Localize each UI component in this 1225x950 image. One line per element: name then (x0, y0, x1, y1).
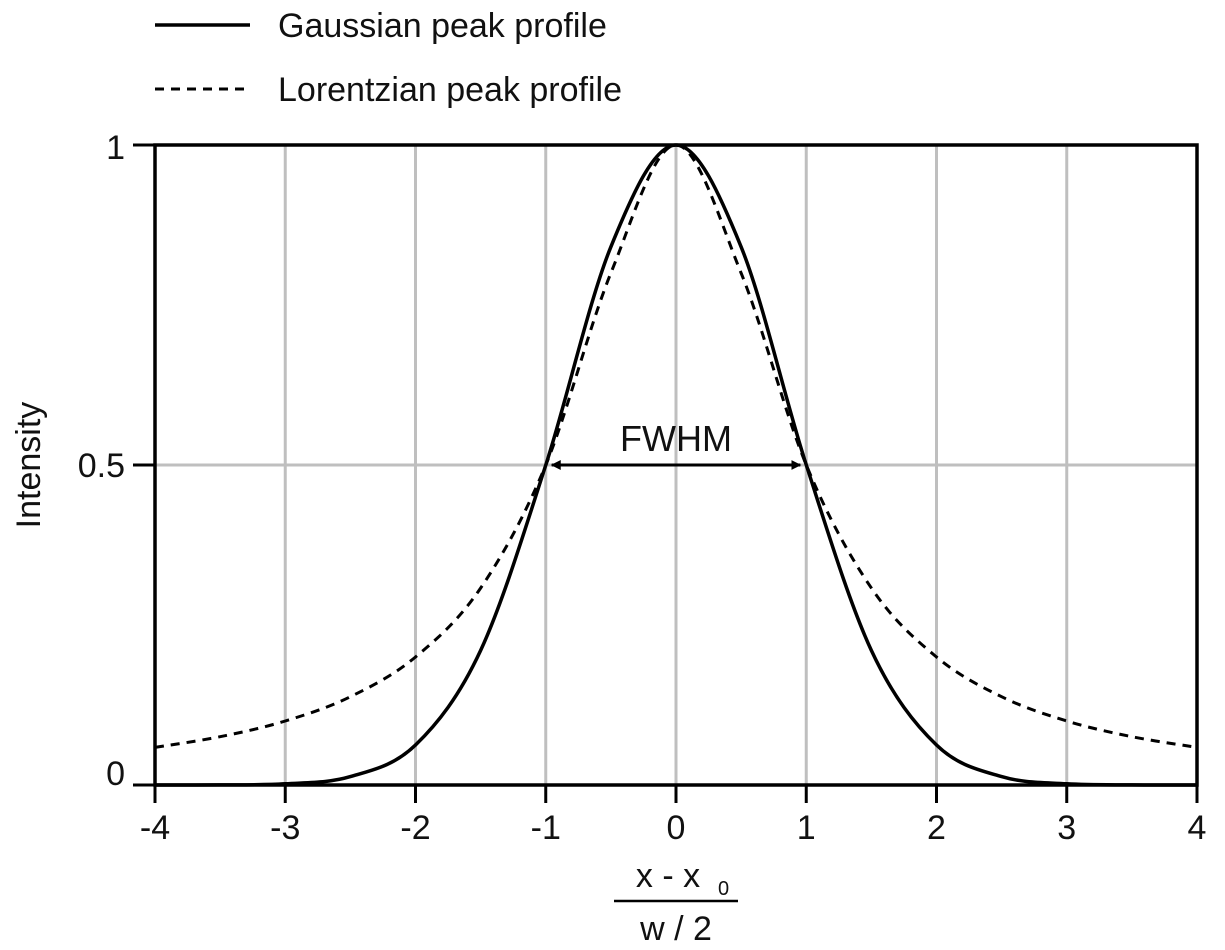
x-axis-label-subscript: 0 (718, 878, 729, 900)
x-tick-label: 4 (1188, 809, 1207, 847)
x-tick-label: 0 (667, 809, 686, 847)
x-tick-label: -4 (140, 809, 170, 847)
x-tick-label: 3 (1057, 809, 1076, 847)
legend-label: Gaussian peak profile (278, 7, 607, 45)
axes: -4 -3 -2 -1 0 1 2 3 4 0 0.5 1 (78, 129, 1207, 847)
x-tick-label: 2 (927, 809, 946, 847)
fwhm-label: FWHM (620, 418, 732, 459)
y-tick-label: 1 (106, 129, 125, 167)
x-tick-label: -3 (270, 809, 300, 847)
series-line-lorentzian (154, 143, 1198, 749)
x-tick-label: -1 (531, 809, 561, 847)
axis-labels: Intensity x - x 0 w / 2 (10, 402, 738, 948)
x-axis-label-denominator: w / 2 (639, 910, 712, 948)
legend: Gaussian peak profile Lorentzian peak pro… (155, 7, 622, 109)
y-tick-label: 0 (106, 755, 125, 793)
legend-label: Lorentzian peak profile (278, 71, 622, 109)
y-tick-label: 0.5 (78, 447, 125, 485)
x-tick-label: -2 (400, 809, 430, 847)
y-axis-label: Intensity (10, 402, 48, 529)
x-axis-label-numerator: x - x (636, 857, 700, 895)
fwhm-annotation: FWHM (550, 418, 802, 470)
x-tick-label: 1 (797, 809, 816, 847)
